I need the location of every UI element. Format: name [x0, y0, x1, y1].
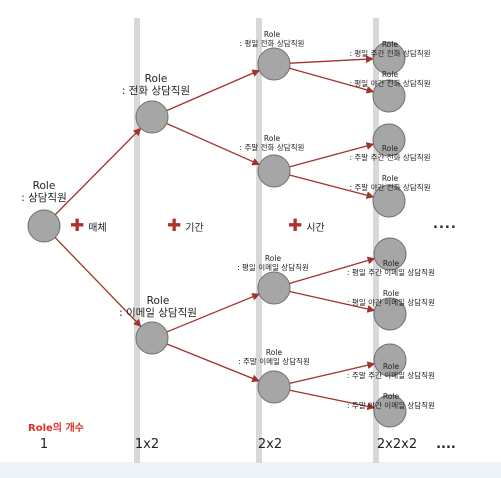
- connector-arrow: [289, 55, 374, 64]
- root-node-label: Role: 상담직원: [21, 180, 67, 205]
- level2-node-label: Role: 평일 이메일 상담직원: [237, 254, 309, 272]
- plus-icon: ✚: [167, 216, 182, 236]
- level3-node-label: Role: 주말 야간 이메일 상담직원: [347, 392, 435, 410]
- operator-time: ✚ 시간: [288, 216, 325, 236]
- connector-arrow: [289, 174, 375, 199]
- level1-node: [135, 100, 169, 134]
- connector-arrow: [166, 69, 261, 112]
- level3-node-label: Role: 평일 주간 이메일 상담직원: [347, 259, 435, 277]
- level3-node-label: Role: 주말 주간 전화 상담직원: [349, 144, 431, 162]
- level3-node: [372, 79, 406, 113]
- level1-node-label: Role: 이메일 상담직원: [119, 295, 197, 320]
- count-ellipsis: ....: [436, 437, 456, 452]
- level3-node-label: Role: 주말 야간 전화 상담직원: [349, 174, 431, 192]
- count-level0: 1: [39, 437, 49, 452]
- connector-arrow: [289, 389, 376, 411]
- connector-arrow: [166, 293, 260, 333]
- level2-node: [257, 154, 291, 188]
- level3-node-label: Role: 평일 주간 전화 상담직원: [349, 40, 431, 58]
- level3-node: [373, 343, 407, 377]
- role-count-title: Role의 개수: [28, 423, 84, 434]
- operator-period: ✚ 기간: [167, 216, 204, 236]
- operator-media: ✚ 매체: [70, 216, 107, 236]
- connector-arrow: [289, 361, 376, 385]
- level2-node: [257, 271, 291, 305]
- plus-icon: ✚: [70, 216, 85, 236]
- level3-node: [373, 237, 407, 271]
- connector-arrow: [54, 237, 142, 328]
- level3-node-label: Role: 주말 주간 이메일 상담직원: [347, 362, 435, 380]
- connector-arrow: [166, 343, 260, 383]
- level2-node-label: Role: 평일 전화 상담직원: [239, 30, 305, 48]
- level2-node-label: Role: 주말 이메일 상담직원: [238, 348, 310, 366]
- ellipsis: ....: [433, 217, 457, 232]
- level2-node: [257, 370, 291, 404]
- root-node: [27, 209, 61, 243]
- footer-band: [0, 462, 501, 478]
- level1-node: [135, 321, 169, 355]
- level3-node: [372, 123, 406, 157]
- connector-arrow: [54, 127, 142, 216]
- column-bar-2: [256, 18, 262, 463]
- level3-node: [373, 297, 407, 331]
- plus-icon: ✚: [288, 216, 303, 236]
- level3-node: [372, 41, 406, 75]
- column-bar-1: [134, 18, 140, 463]
- connector-arrow: [166, 122, 261, 166]
- level2-node-label: Role: 주말 전화 상담직원: [239, 134, 305, 152]
- connector-arrow: [289, 290, 376, 313]
- level3-node-label: Role: 평일 야간 전화 상담직원: [349, 70, 431, 88]
- column-bar-3: [373, 18, 379, 463]
- level2-node: [257, 47, 291, 81]
- count-level2: 2x2: [257, 437, 283, 452]
- level3-node-label: Role: 평일 야간 이메일 상담직원: [347, 289, 435, 307]
- connector-arrow: [289, 256, 376, 285]
- count-level1: 1x2: [134, 437, 160, 452]
- level3-node: [372, 184, 406, 218]
- connector-arrow: [289, 67, 375, 94]
- level1-node-label: Role: 전화 상담직원: [121, 73, 191, 98]
- level3-node: [373, 394, 407, 428]
- connector-arrow: [289, 142, 375, 168]
- count-level3: 2x2x2: [376, 437, 418, 452]
